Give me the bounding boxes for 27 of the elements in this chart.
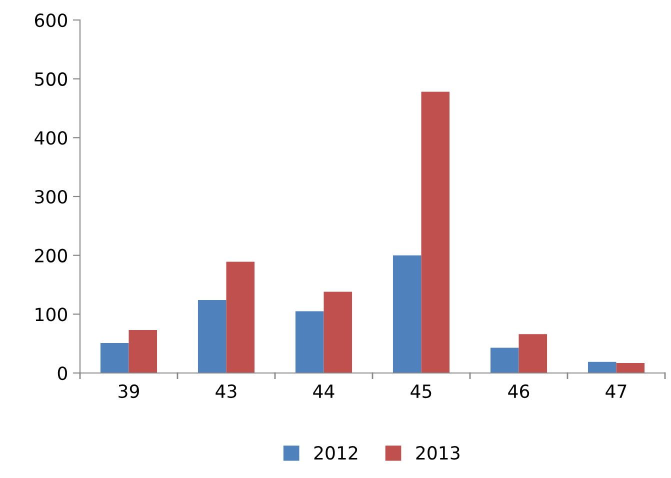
bar xyxy=(490,348,519,373)
x-tick-label: 45 xyxy=(410,384,432,398)
bar xyxy=(518,334,548,373)
y-tick-label: 400 xyxy=(34,131,67,145)
x-tick-label: 43 xyxy=(216,384,236,398)
bar xyxy=(392,255,422,373)
y-tick-label: 500 xyxy=(35,72,67,86)
legend-label: 2012 xyxy=(314,446,358,460)
y-tick-label: 0 xyxy=(58,366,67,380)
bar xyxy=(100,342,129,373)
y-tick-label: 200 xyxy=(35,248,67,262)
x-tick-label: 47 xyxy=(606,384,626,398)
bar xyxy=(421,92,450,373)
x-tick-label: 39 xyxy=(118,384,139,398)
bar xyxy=(295,311,324,373)
y-tick-label: 300 xyxy=(35,190,67,204)
legend-label: 2013 xyxy=(416,446,460,460)
bar xyxy=(128,330,158,373)
bar xyxy=(198,300,226,373)
bar xyxy=(616,363,645,373)
x-tick-label: 46 xyxy=(508,384,530,398)
bar xyxy=(588,362,616,373)
y-tick-label: 600 xyxy=(34,13,67,28)
x-tick-label: 44 xyxy=(313,384,334,398)
bar xyxy=(324,292,352,373)
bar xyxy=(226,262,255,373)
y-tick-label: 100 xyxy=(36,308,67,322)
